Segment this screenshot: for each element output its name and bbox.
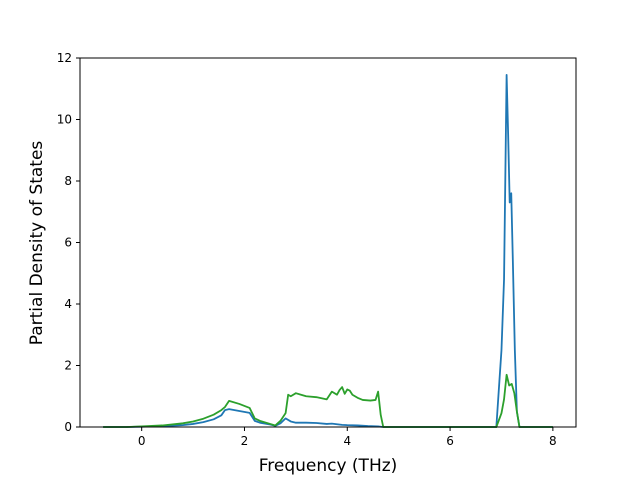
series-line-1 xyxy=(103,74,553,428)
y-tick-label: 10 xyxy=(57,113,72,127)
x-tick-label: 8 xyxy=(549,434,557,448)
y-tick-label: 6 xyxy=(64,236,72,250)
x-axis-ticks: 0 2 4 6 8 xyxy=(138,427,557,448)
y-axis-label: Partial Density of States xyxy=(27,141,47,346)
y-tick-label: 12 xyxy=(57,51,72,65)
x-tick-label: 2 xyxy=(241,434,249,448)
y-tick-label: 2 xyxy=(64,359,72,373)
y-tick-label: 4 xyxy=(64,297,72,311)
y-tick-label: 8 xyxy=(64,174,72,188)
x-axis-label: Frequency (THz) xyxy=(259,456,398,476)
x-tick-label: 6 xyxy=(446,434,454,448)
y-axis-ticks: 0 2 4 6 8 10 12 xyxy=(57,51,80,434)
series-layer xyxy=(103,74,553,428)
y-tick-label: 0 xyxy=(64,420,72,434)
series-line-2 xyxy=(103,373,553,428)
x-tick-label: 0 xyxy=(138,434,146,448)
x-tick-label: 4 xyxy=(343,434,351,448)
plot-background xyxy=(80,58,576,427)
